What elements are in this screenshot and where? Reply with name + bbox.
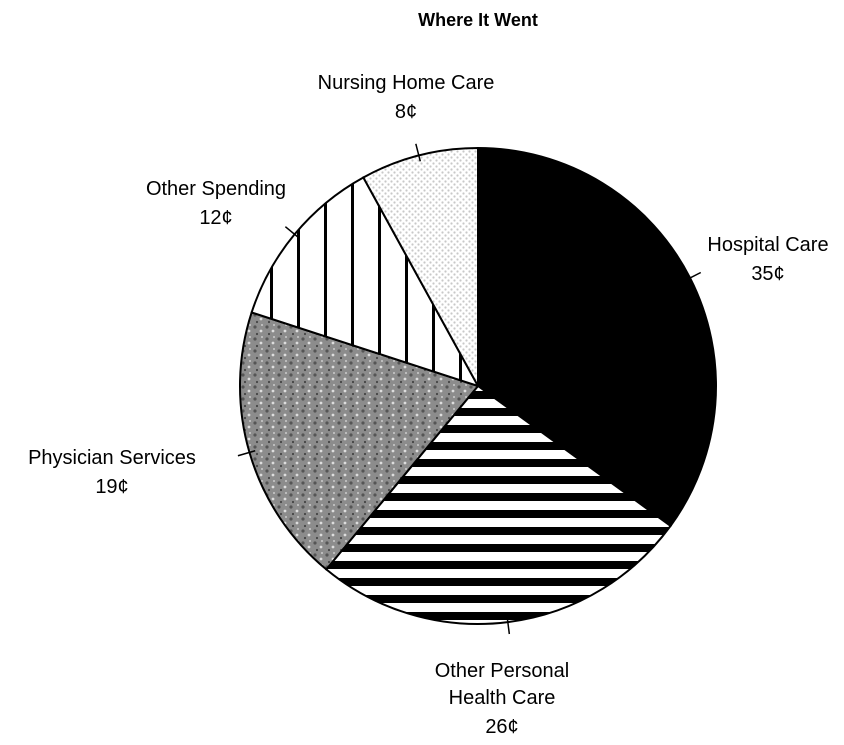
chart-title: Where It Went <box>418 10 538 30</box>
slice-label: Other Personal Health Care <box>434 660 570 709</box>
slice-value-label: 35¢ <box>751 263 785 285</box>
leader-line <box>284 226 300 239</box>
slice-value-label: 26¢ <box>485 716 519 738</box>
leader-line <box>684 271 702 282</box>
slice-value-label: 19¢ <box>95 476 129 498</box>
slice-value-label: 12¢ <box>199 207 233 229</box>
slice-label: Other Spending <box>145 178 287 200</box>
slice-label: Nursing Home Care <box>317 72 495 94</box>
leader-line <box>237 450 256 457</box>
leader-line <box>506 616 511 635</box>
slice-value-label: 8¢ <box>394 101 418 123</box>
slice-label: Physician Services <box>28 447 196 469</box>
leader-line <box>415 143 422 162</box>
slice-label: Hospital Care <box>707 234 829 256</box>
